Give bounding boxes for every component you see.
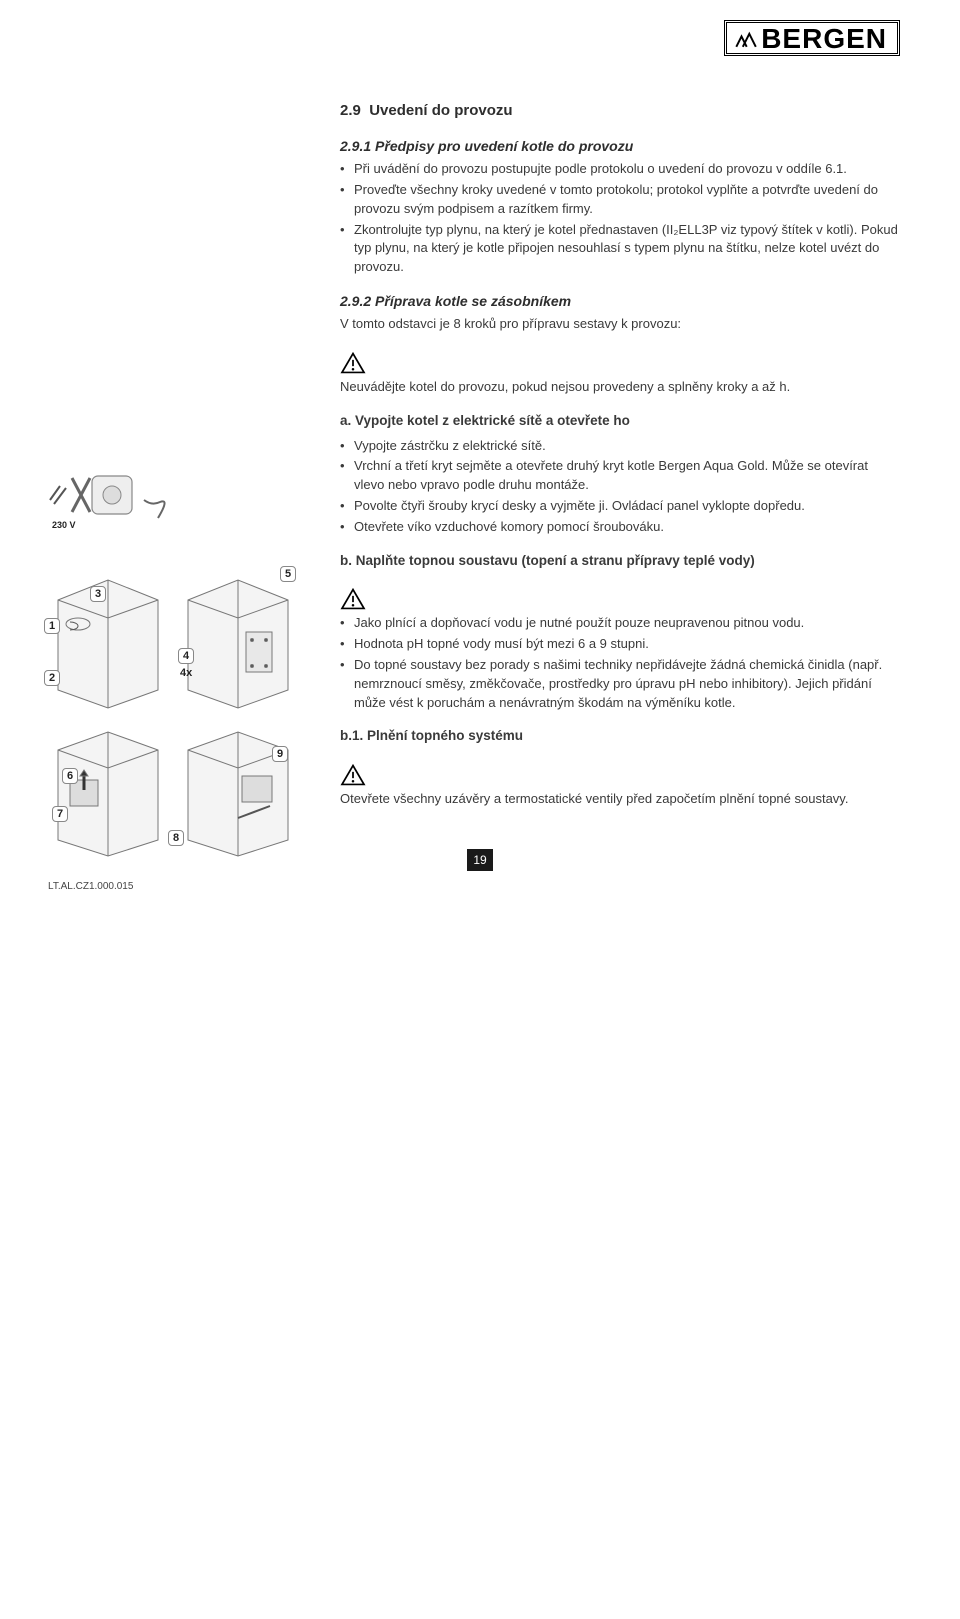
warning-icon: [340, 352, 366, 374]
callout-1: 1: [44, 618, 60, 634]
page-number: 19: [467, 849, 493, 871]
list-item: Vypojte zástrčku z elektrické sítě.: [354, 437, 900, 456]
boiler-illustration-left: [48, 560, 168, 710]
callout-4x: 4x: [176, 666, 196, 680]
boiler-illustration-right: [178, 560, 298, 710]
figure-panel: 230 V: [48, 470, 308, 920]
b1-title: b.1. Plnění topného systému: [340, 726, 900, 746]
callout-3: 3: [90, 586, 106, 602]
step-a-list: Vypojte zástrčku z elektrické sítě. Vrch…: [340, 437, 900, 537]
list-item: Při uvádění do provozu postupujte podle …: [354, 160, 900, 179]
subtitle-292: 2.9.2 Příprava kotle se zásobníkem: [340, 291, 900, 311]
list-item: Jako plnící a dopňovací vodu je nutné po…: [354, 614, 900, 633]
subtitle-291: 2.9.1 Předpisy pro uvedení kotle do prov…: [340, 136, 900, 156]
figure-caption: LT.AL.CZ1.000.015: [48, 880, 133, 895]
callout-6: 6: [62, 768, 78, 784]
list-item: Povolte čtyři šrouby krycí desky a vyjmě…: [354, 497, 900, 516]
warning-block-3: Otevřete všechny uzávěry a termostatické…: [340, 764, 900, 809]
warning-icon: [340, 764, 366, 786]
callout-9: 9: [272, 746, 288, 762]
list-item: Zkontrolujte typ plynu, na který je kote…: [354, 221, 900, 278]
list-291: Při uvádění do provozu postupujte podle …: [340, 160, 900, 277]
warning-block-1: Neuvádějte kotel do provozu, pokud nejso…: [340, 352, 900, 397]
list-item: Vrchní a třetí kryt sejměte a otevřete d…: [354, 457, 900, 495]
callout-4: 4: [178, 648, 194, 664]
warning-block-2: Jako plnící a dopňovací vodu je nutné po…: [340, 588, 900, 712]
list-item: Otevřete víko vzduchové komory pomocí šr…: [354, 518, 900, 537]
section-number: 2.9: [340, 102, 361, 119]
step-b-title: b. Naplňte topnou soustavu (topení a str…: [340, 551, 900, 571]
callout-7: 7: [52, 806, 68, 822]
step-a-title: a. Vypojte kotel z elektrické sítě a ote…: [340, 411, 900, 431]
boiler-illustration-bottom-left: [48, 720, 168, 860]
brand-text: BERGEN: [761, 23, 887, 54]
callout-2: 2: [44, 670, 60, 686]
warning-icon: [340, 588, 366, 610]
intro-292: V tomto odstavci je 8 kroků pro přípravu…: [340, 315, 900, 334]
warning-list-2: Jako plnící a dopňovací vodu je nutné po…: [340, 614, 900, 712]
warning-text-3: Otevřete všechny uzávěry a termostatické…: [340, 790, 900, 809]
section-title-text: Uvedení do provozu: [369, 102, 512, 119]
section-title: 2.9 Uvedení do provozu: [340, 100, 900, 122]
brand-logo: BERGEN: [724, 20, 900, 56]
list-item: Proveďte všechny kroky uvedené v tomto p…: [354, 181, 900, 219]
warning-text-1: Neuvádějte kotel do provozu, pokud nejso…: [340, 378, 900, 397]
callout-5: 5: [280, 566, 296, 582]
list-item: Do topné soustavy bez porady s našimi te…: [354, 656, 900, 713]
callout-8: 8: [168, 830, 184, 846]
plug-voltage-label: 230 V: [48, 518, 80, 532]
boiler-illustration-bottom-right: [178, 720, 298, 860]
list-item: Hodnota pH topné vody musí být mezi 6 a …: [354, 635, 900, 654]
